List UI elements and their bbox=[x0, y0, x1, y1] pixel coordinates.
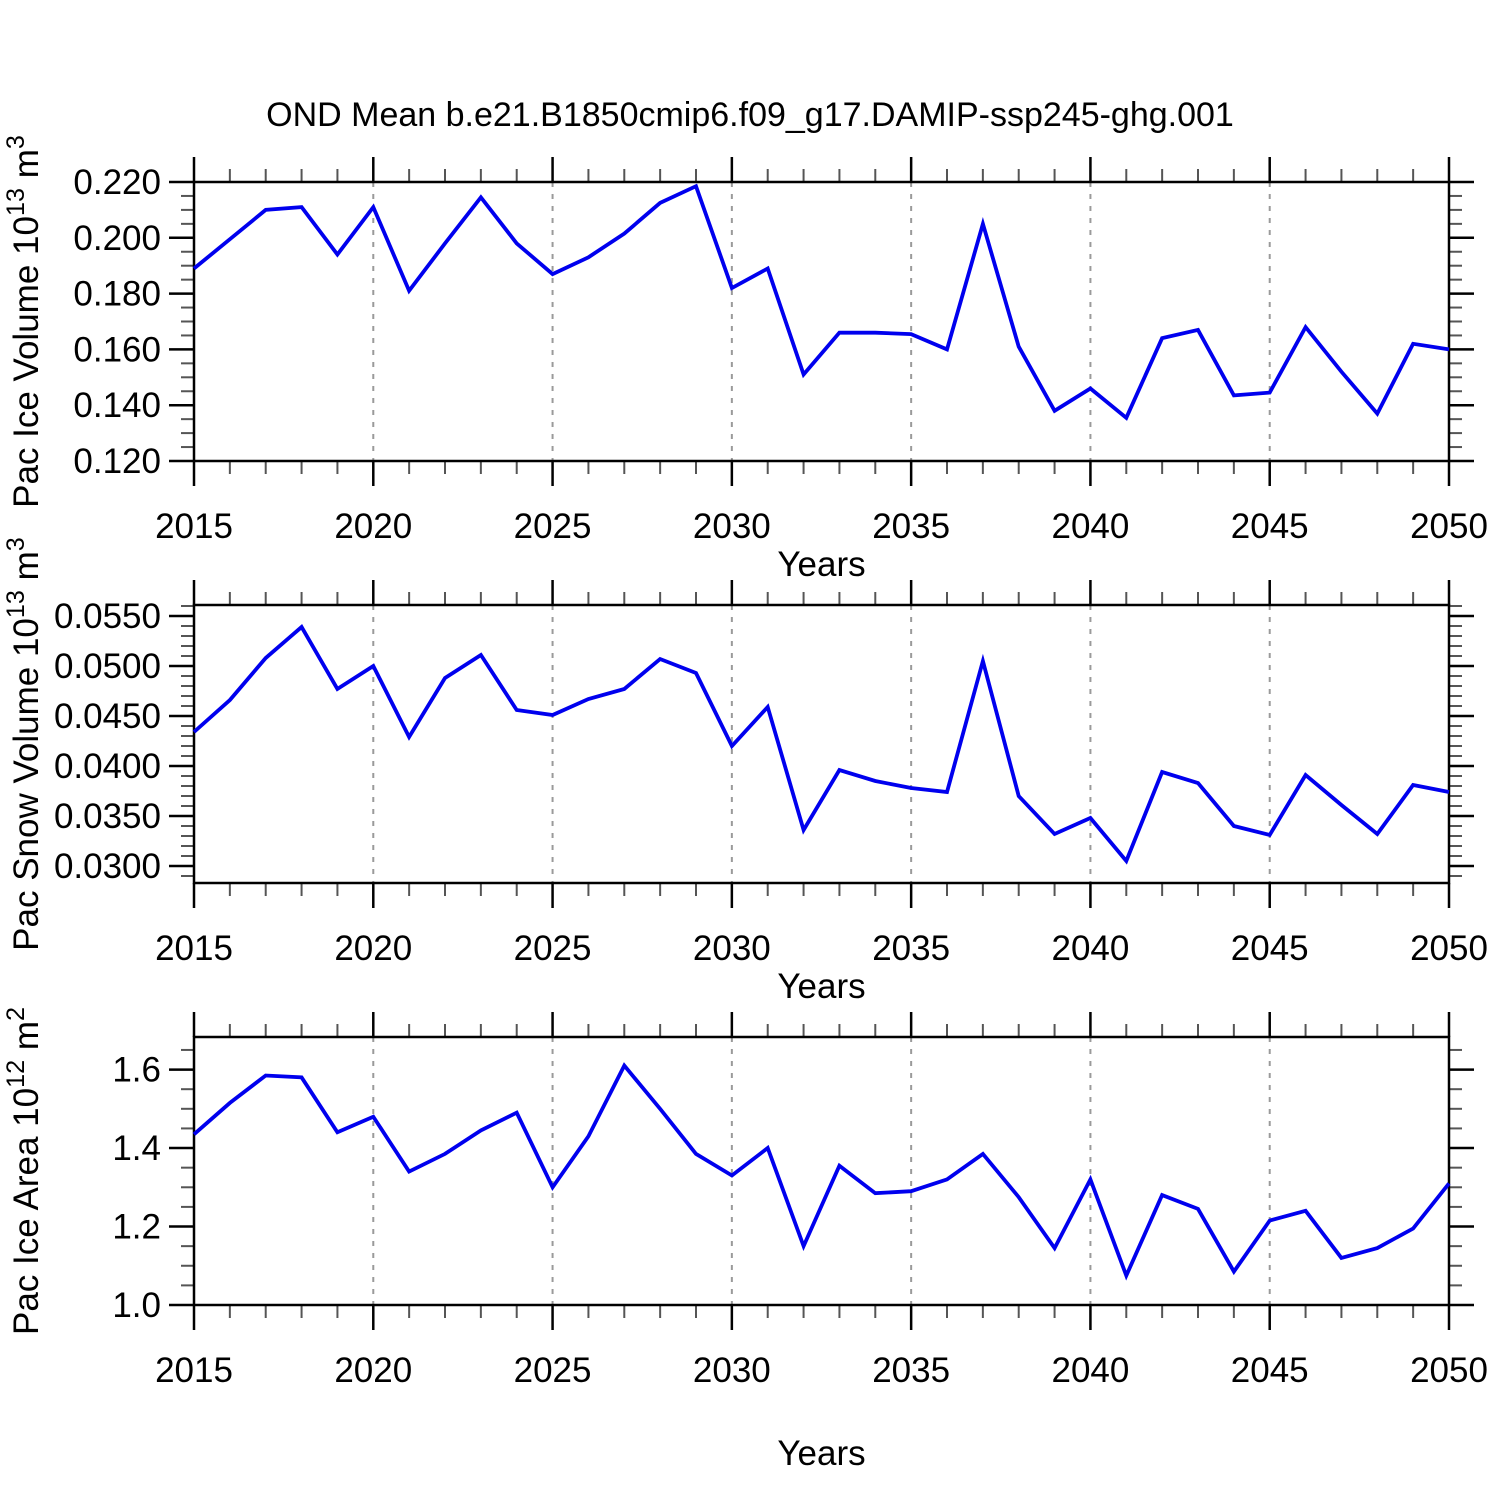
y-tick-label: 1.4 bbox=[112, 1129, 161, 1168]
panel-2-series-line bbox=[192, 624, 1450, 865]
x-tick-label: 2035 bbox=[872, 507, 950, 546]
x-tick-label: 2040 bbox=[1051, 929, 1129, 968]
x-tick-label: 2015 bbox=[155, 929, 233, 968]
y-tick-label: 0.180 bbox=[73, 275, 161, 314]
x-tick-label: 2050 bbox=[1410, 929, 1488, 968]
x-tick-label: 2035 bbox=[872, 1351, 950, 1390]
y-axis-title: Pac Snow Volume 1013​ m3​ bbox=[2, 537, 46, 951]
panel-3-series-line bbox=[192, 1062, 1451, 1281]
x-tick-label: 2025 bbox=[514, 929, 592, 968]
y-tick-label: 1.2 bbox=[112, 1208, 161, 1247]
y-tick-label: 0.160 bbox=[73, 330, 161, 369]
panel-1: 0.120 0.140 0.160 0.180 0.200 0.220 2015 2020 20… bbox=[2, 135, 1488, 584]
y-tick-label: 0.0400 bbox=[54, 747, 161, 786]
x-tick-label: 2030 bbox=[693, 929, 771, 968]
x-tick-label: 2030 bbox=[693, 507, 771, 546]
y-tick-label: 0.200 bbox=[73, 219, 161, 258]
x-tick-label: 2030 bbox=[693, 1351, 771, 1390]
x-axis-title: Years bbox=[777, 967, 865, 1006]
x-tick-label: 2025 bbox=[514, 507, 592, 546]
y-tick-label: 1.6 bbox=[112, 1051, 161, 1090]
y-tick-label: 0.140 bbox=[73, 386, 161, 425]
x-axis-title: Years bbox=[777, 1434, 865, 1473]
y-axis-title: Pac Ice Volume 1013​ m3​ bbox=[2, 135, 46, 508]
x-tick-label: 2045 bbox=[1231, 929, 1309, 968]
x-tick-label: 2040 bbox=[1051, 507, 1129, 546]
x-tick-label: 2045 bbox=[1231, 507, 1309, 546]
y-tick-label: 0.120 bbox=[73, 442, 161, 481]
panel-3-frame bbox=[192, 1035, 1451, 1307]
panel-3: 1.0 1.2 1.4 1.6 2015 2020 2025 2030 2035 2040 2045… bbox=[2, 1007, 1488, 1473]
x-tick-label: 2035 bbox=[872, 929, 950, 968]
chart-title: OND Mean b.e21.B1850cmip6.f09_g17.DAMIP-… bbox=[266, 96, 1234, 134]
panel-2: 0.0300 0.0350 0.0400 0.0450 0.0500 0.0550 2015… bbox=[2, 537, 1488, 1006]
panel-2-frame bbox=[192, 603, 1451, 885]
panel-1-frame bbox=[192, 180, 1451, 463]
y-tick-label: 0.0450 bbox=[54, 697, 161, 736]
x-tick-label: 2015 bbox=[155, 1351, 233, 1390]
x-tick-label: 2020 bbox=[334, 1351, 412, 1390]
y-tick-label: 0.0300 bbox=[54, 847, 161, 886]
x-tick-label: 2050 bbox=[1410, 507, 1488, 546]
x-tick-label: 2045 bbox=[1231, 1351, 1309, 1390]
y-tick-label: 1.0 bbox=[112, 1286, 161, 1325]
x-tick-label: 2050 bbox=[1410, 1351, 1488, 1390]
x-tick-label: 2040 bbox=[1051, 1351, 1129, 1390]
y-tick-label: 0.0500 bbox=[54, 647, 161, 686]
x-tick-label: 2025 bbox=[514, 1351, 592, 1390]
x-tick-label: 2015 bbox=[155, 507, 233, 546]
x-tick-label: 2020 bbox=[334, 929, 412, 968]
y-axis-title: Pac Ice Area 1012​ m2​ bbox=[2, 1007, 46, 1335]
y-tick-label: 0.0350 bbox=[54, 797, 161, 836]
panel-1-series-line bbox=[192, 183, 1450, 421]
x-tick-label: 2020 bbox=[334, 507, 412, 546]
y-tick-label: 0.220 bbox=[73, 163, 161, 202]
x-axis-title: Years bbox=[777, 545, 865, 584]
y-tick-label: 0.0550 bbox=[54, 597, 161, 636]
